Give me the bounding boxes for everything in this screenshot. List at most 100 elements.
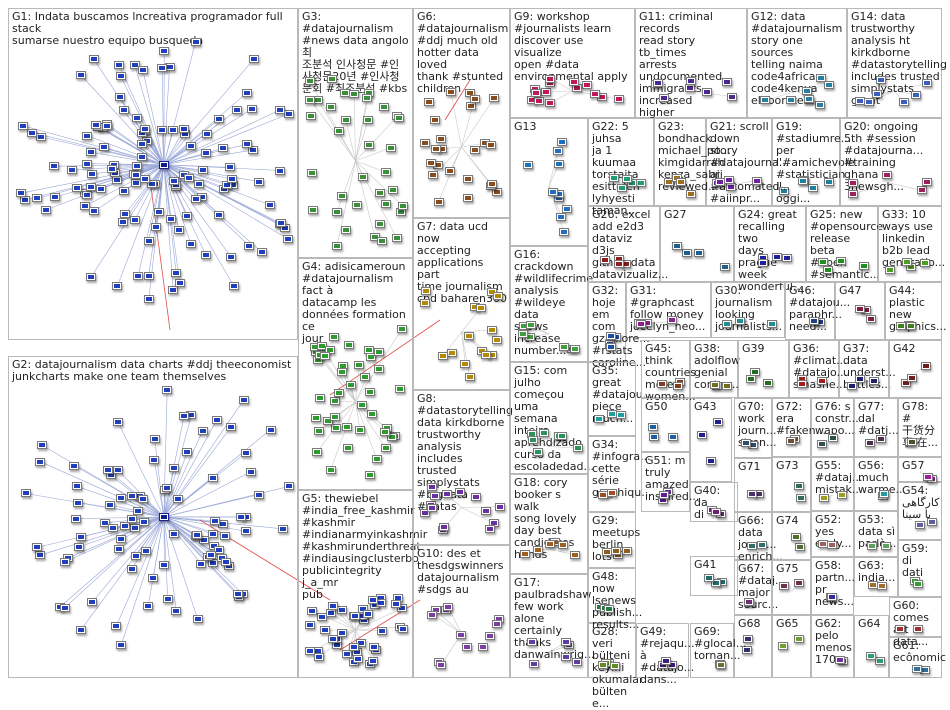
group-label-g45: G45: think countries more women...: [645, 343, 688, 403]
node-g6: [470, 146, 480, 154]
node-g1: [137, 140, 147, 148]
node-g60: [895, 625, 905, 633]
node-g2: [69, 462, 79, 470]
node-g1: [244, 242, 254, 250]
node-g5: [349, 643, 359, 651]
node-g3: [308, 206, 318, 214]
group-panel-g59: G59: di dati: [898, 540, 942, 597]
node-g3: [363, 116, 373, 124]
node-g44: [906, 322, 916, 330]
node-g2: [111, 622, 121, 630]
group-panel-g58: G58: partn... pr news...: [811, 557, 854, 615]
node-g1: [214, 211, 224, 219]
node-g43: [713, 418, 723, 426]
node-g2: [116, 641, 126, 649]
node-g28: [610, 662, 620, 670]
group-label-g68: G68: [738, 618, 770, 630]
node-g4: [380, 428, 390, 436]
node-g2: [169, 530, 179, 538]
node-g11: [722, 78, 732, 86]
node-g2: [236, 513, 246, 521]
node-g14: [899, 98, 909, 106]
node-g32: [606, 332, 616, 340]
node-g15: [533, 448, 543, 456]
node-g2: [208, 530, 218, 538]
node-g10: [436, 661, 446, 669]
node-g7: [465, 373, 475, 381]
node-g53: [867, 542, 877, 550]
node-g48: [604, 605, 614, 613]
group-label-g3: G3: #datajournalism #news data angolo 최 …: [302, 11, 411, 95]
node-g43: [697, 431, 707, 439]
node-g2: [169, 464, 179, 472]
node-g1: [174, 226, 184, 234]
node-g56: [879, 490, 889, 498]
node-g2: [206, 551, 216, 559]
node-g5: [369, 643, 379, 651]
node-g8: [471, 493, 481, 501]
node-g2: [196, 560, 206, 568]
node-g40: [711, 508, 721, 516]
group-label-g15: G15: com julho começou uma semana inteir…: [514, 365, 586, 473]
node-g20: [922, 178, 932, 186]
node-g6: [431, 145, 441, 153]
node-g1: [214, 115, 224, 123]
node-g8: [455, 488, 465, 496]
node-g6: [446, 88, 456, 96]
node-g75: [779, 582, 789, 590]
node-g14: [911, 91, 921, 99]
node-g16: [570, 345, 580, 353]
node-g66: [747, 542, 757, 550]
node-g3: [375, 220, 385, 228]
node-g20: [882, 171, 892, 179]
node-g18: [520, 550, 530, 558]
node-g6: [424, 98, 434, 106]
node-g10: [462, 643, 472, 651]
node-g1: [169, 177, 179, 185]
group-label-g48: G48: now lsenews publish... results...: [592, 571, 634, 631]
node-g6: [466, 102, 476, 110]
node-g13: [548, 188, 558, 196]
node-g63: [877, 582, 887, 590]
node-g6: [434, 198, 444, 206]
group-panel-g71: G71: [734, 458, 772, 512]
node-g38: [722, 382, 732, 390]
node-g54: [927, 518, 937, 526]
node-g4: [365, 388, 375, 396]
node-g2: [212, 416, 222, 424]
node-g1: [138, 66, 148, 74]
node-g2: [113, 466, 123, 474]
node-g50: [648, 423, 658, 431]
group-label-g50: G50: [645, 401, 688, 413]
node-g1: [283, 235, 293, 243]
node-g1: [67, 166, 77, 174]
node-g1: [247, 105, 257, 113]
node-g2: [221, 558, 231, 566]
node-g37: [869, 377, 879, 385]
node-g2: [148, 574, 158, 582]
node-g3: [337, 192, 347, 200]
node-g17: [572, 658, 582, 666]
node-g2: [193, 615, 203, 623]
node-g5: [368, 657, 378, 665]
node-g1: [275, 167, 285, 175]
node-g19: [824, 178, 834, 186]
node-g30: [735, 317, 745, 325]
node-g9: [569, 78, 579, 86]
node-g41: [704, 574, 714, 582]
node-g4: [320, 352, 330, 360]
node-g1: [175, 279, 185, 287]
node-g68: [743, 635, 753, 643]
group-label-g75: G75: [776, 563, 809, 575]
node-g2: [208, 474, 218, 482]
node-g78: [907, 438, 917, 446]
node-g1: [18, 122, 28, 130]
node-g45: [673, 382, 683, 390]
group-panel-g36: G36: #climat... #datajo... smashe...: [789, 340, 839, 398]
node-g1: [89, 55, 99, 63]
node-g50: [649, 433, 659, 441]
node-g1: [89, 207, 99, 215]
group-label-g24: G24: great recalling two days prague wee…: [738, 209, 804, 293]
group-panel-g78: G78: # 干货分 享 在...: [898, 398, 942, 457]
node-g4: [337, 368, 347, 376]
